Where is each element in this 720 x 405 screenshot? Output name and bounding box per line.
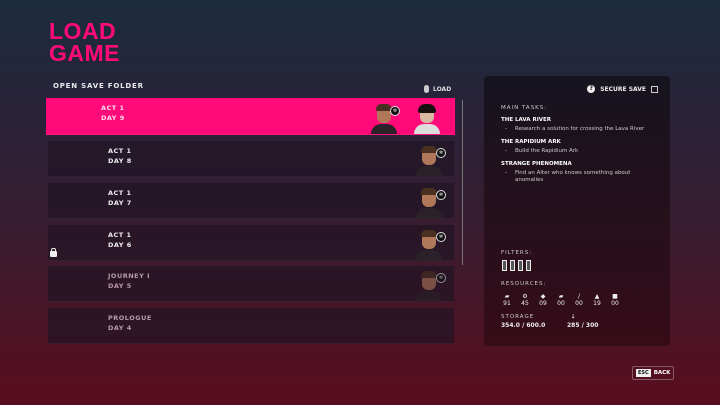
task-text: Find an Alter who knows something about … — [515, 170, 631, 183]
open-save-folder-button[interactable]: OPEN SAVE FOLDER — [53, 82, 144, 90]
resources: ▰ 91 ⚙ 45 ◆ 09 ▰ 00 /00 ▲ 19 ■ 00 — [501, 293, 621, 307]
syringe-icon: / — [577, 293, 581, 300]
task-description: - Build the Rapidium Ark — [505, 148, 659, 155]
resource-value: 45 — [521, 300, 529, 307]
resource-item: ■ 00 — [609, 293, 621, 307]
resource-item: ◆ 09 — [537, 293, 549, 307]
help-icon[interactable]: ? — [587, 85, 596, 93]
save-slot[interactable]: PROLOGUE DAY 4 — [48, 308, 454, 344]
food-icon: ▲ — [594, 293, 600, 300]
portrait — [371, 104, 397, 134]
save-slot[interactable]: ACT 1 DAY 6 ✲ — [48, 225, 454, 261]
portrait — [416, 146, 442, 176]
storage-label: STORAGE — [501, 314, 535, 320]
filters-label: FILTERS: — [501, 250, 533, 256]
filter-icon — [510, 260, 515, 271]
resource-value: 91 — [503, 300, 511, 307]
resource-item: ▰ 91 — [501, 293, 513, 307]
portrait — [416, 188, 442, 218]
portrait — [416, 271, 442, 301]
alter-badge-icon: ✲ — [436, 148, 446, 158]
save-slot[interactable]: ACT 1 DAY 8 ✲ — [48, 141, 454, 177]
title-line: LOAD — [49, 18, 117, 44]
resource-item: ▲ 19 — [591, 293, 603, 307]
resource-value: 09 — [539, 300, 547, 307]
resources-label: RESOURCES: — [501, 281, 547, 287]
task-description: - Find an Alter who knows something about… — [505, 170, 639, 184]
crystal-icon: ◆ — [540, 293, 546, 300]
resource-item: ▰ 00 — [555, 293, 567, 307]
wood-icon: ▰ — [504, 293, 510, 300]
save-slot[interactable]: JOURNEY I DAY 5 ✲ — [48, 266, 454, 302]
esc-key-icon: ESC — [636, 369, 651, 377]
lock-icon — [50, 248, 57, 257]
alter-badge-icon: ✲ — [436, 190, 446, 200]
back-button[interactable]: ESC BACK — [632, 366, 675, 380]
back-label: BACK — [653, 370, 671, 376]
mouse-icon — [424, 85, 429, 93]
metal-icon: ▰ — [558, 293, 564, 300]
save-act: ACT 1 — [108, 231, 132, 239]
save-day: DAY 8 — [108, 157, 132, 165]
page-title: LOAD GAME — [49, 18, 120, 66]
secure-save-checkbox[interactable] — [651, 85, 658, 93]
alter-badge-icon: ✲ — [390, 106, 400, 116]
save-day: DAY 4 — [108, 324, 132, 332]
load-label: LOAD — [433, 85, 452, 93]
alter-badge-icon: ✲ — [436, 232, 446, 242]
main-tasks-label: MAIN TASKS: — [501, 105, 548, 111]
filter-icon — [502, 260, 507, 271]
resource-value: 00 — [611, 300, 619, 307]
scrollbar[interactable] — [462, 100, 463, 265]
title-line: GAME — [49, 40, 120, 66]
task-text: Build the Rapidium Ark — [515, 148, 579, 154]
secure-save-toggle[interactable]: ? SECURE SAVE — [587, 85, 658, 93]
save-day: DAY 5 — [108, 282, 132, 290]
save-act: ACT 1 — [101, 104, 125, 112]
portrait — [416, 230, 442, 260]
resource-item: /00 — [573, 293, 585, 307]
save-act: JOURNEY I — [108, 272, 150, 280]
portrait — [414, 104, 440, 134]
save-slot[interactable]: ACT 1 DAY 7 ✲ — [48, 183, 454, 219]
save-act: ACT 1 — [108, 147, 132, 155]
resource-value: 00 — [575, 300, 583, 307]
water-icon: 💧︎ — [572, 313, 575, 320]
filter-icon — [518, 260, 523, 271]
task-name: THE RAPIDIUM ARK — [501, 139, 561, 145]
save-act: ACT 1 — [108, 189, 132, 197]
storage-value: 354.0 / 600.0 — [501, 322, 546, 329]
save-act: PROLOGUE — [108, 314, 152, 322]
load-button[interactable]: LOAD — [424, 85, 451, 93]
filter-icon — [526, 260, 531, 271]
save-details-panel: ? SECURE SAVE MAIN TASKS: THE LAVA RIVER … — [484, 76, 670, 346]
secure-save-label: SECURE SAVE — [600, 85, 646, 93]
supply-icon: ■ — [612, 293, 618, 300]
filters — [502, 260, 531, 271]
resource-value: 00 — [557, 300, 565, 307]
save-slot[interactable]: ACT 1 DAY 9 ✲ — [46, 98, 455, 135]
task-description: - Research a solution for crossing the La… — [505, 126, 659, 133]
resource-value: 19 — [593, 300, 601, 307]
gear-icon: ⚙ — [522, 293, 528, 300]
save-day: DAY 7 — [108, 199, 132, 207]
task-name: THE LAVA RIVER — [501, 117, 551, 123]
resource-item: ⚙ 45 — [519, 293, 531, 307]
alter-badge-icon: ✲ — [436, 273, 446, 283]
save-day: DAY 6 — [108, 241, 132, 249]
save-day: DAY 9 — [101, 114, 125, 122]
task-text: Research a solution for crossing the Lav… — [515, 126, 645, 132]
water-value: 285 / 300 — [567, 322, 599, 329]
task-name: STRANGE PHENOMENA — [501, 161, 572, 167]
